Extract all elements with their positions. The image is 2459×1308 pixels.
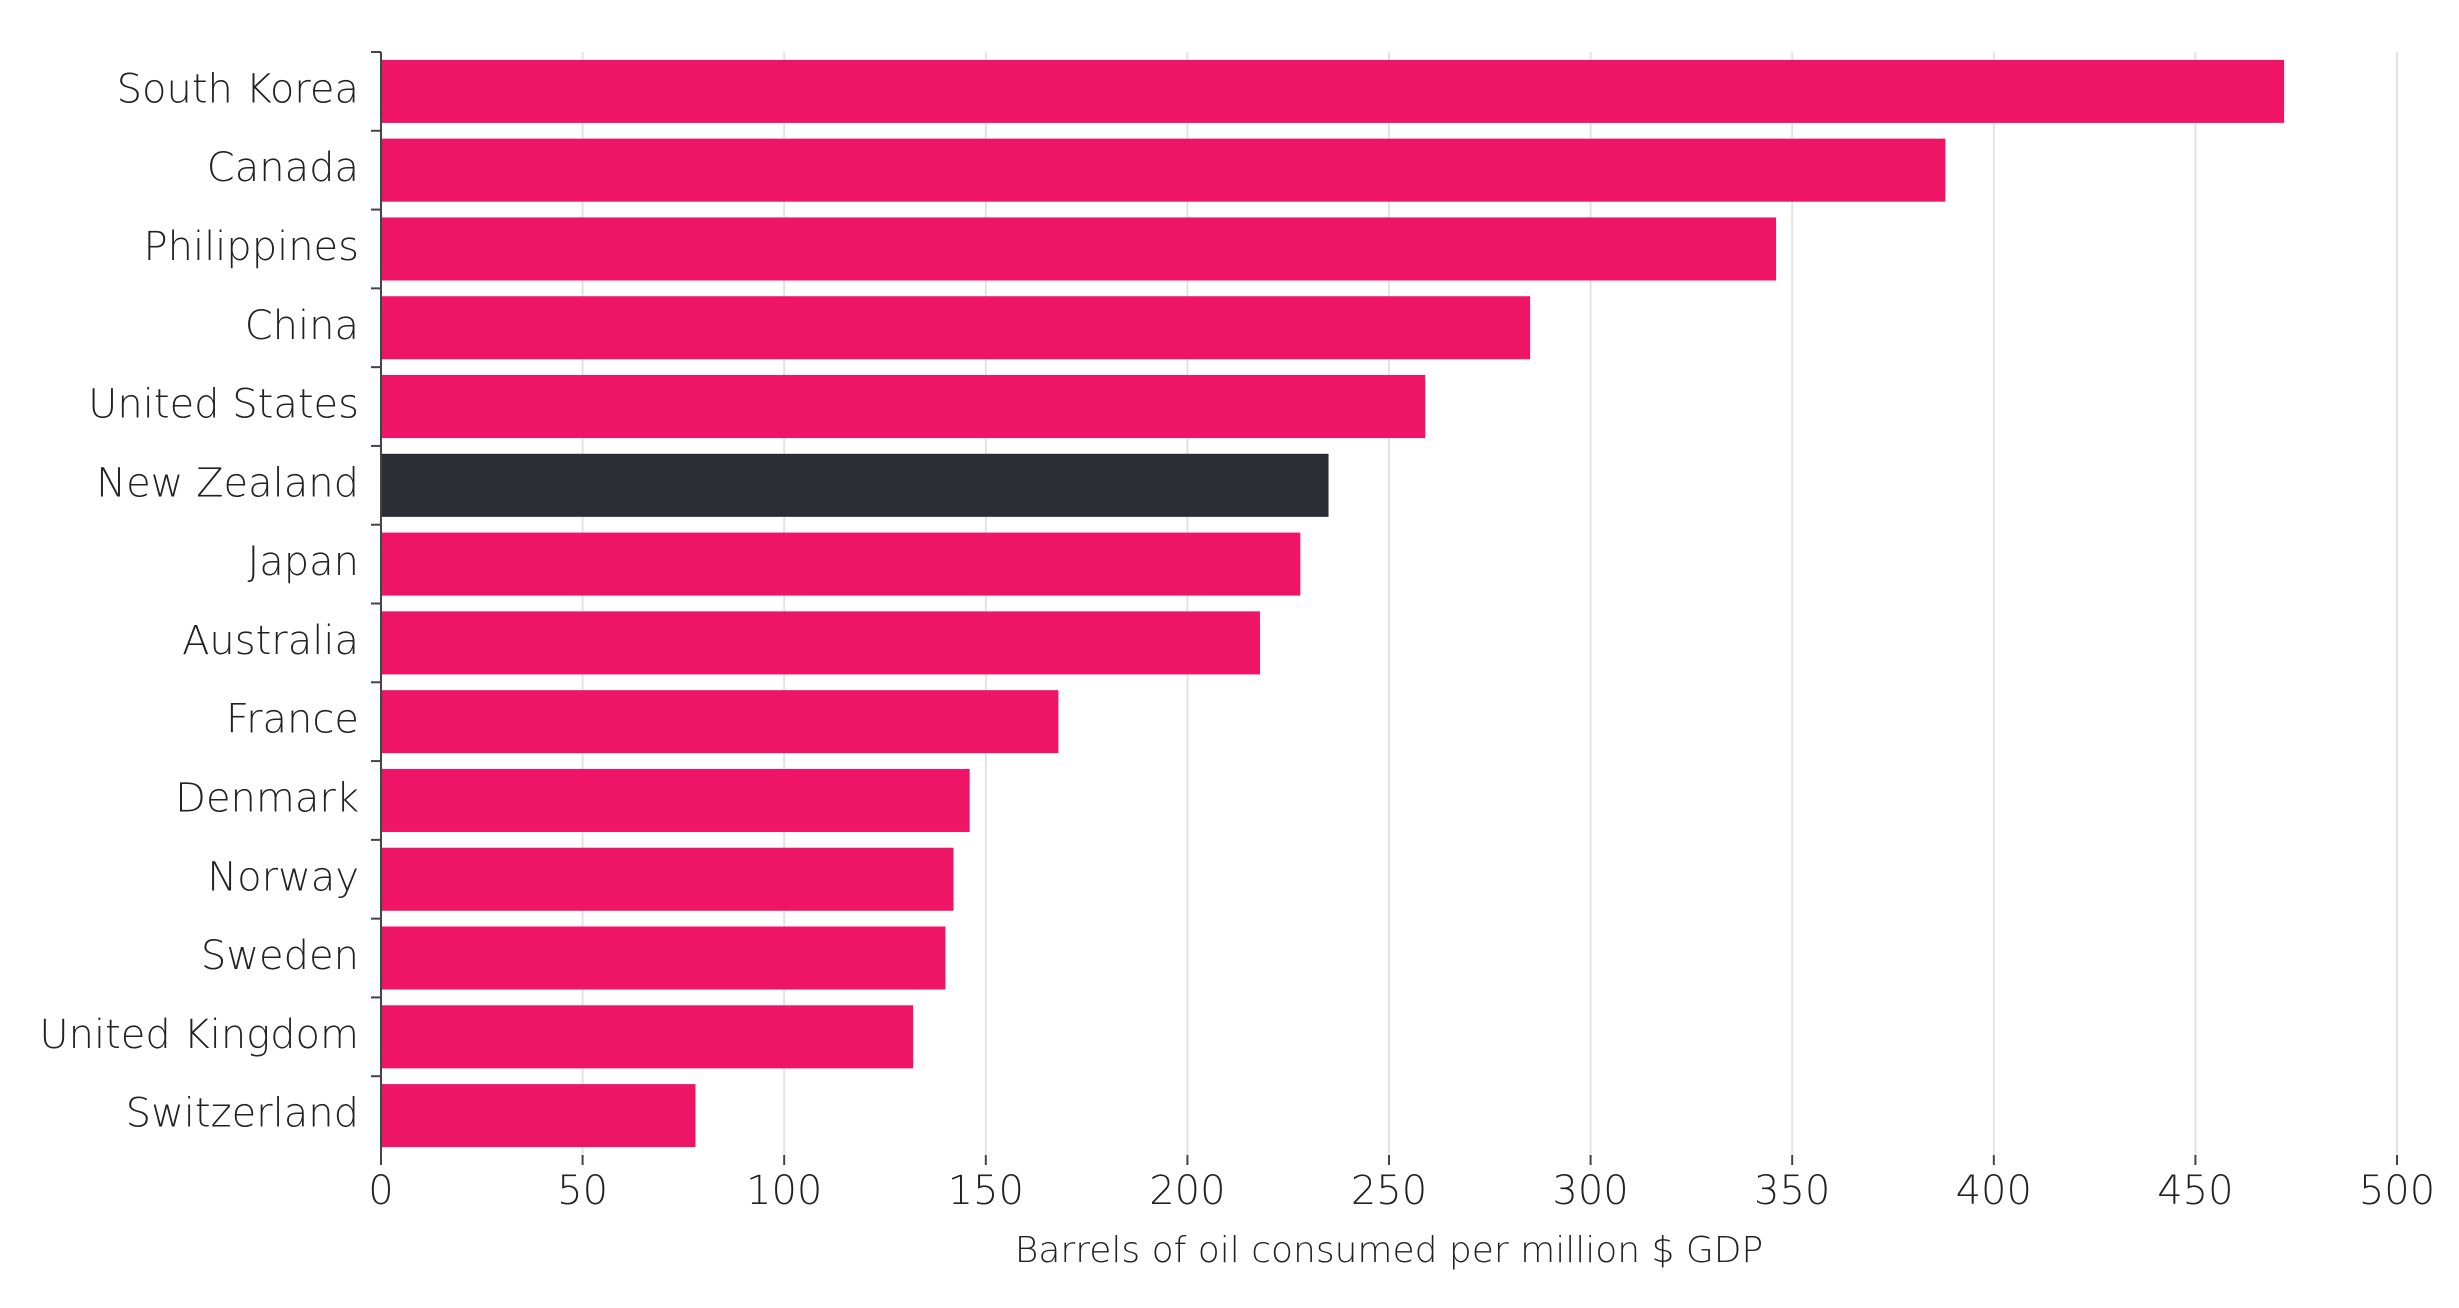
y-tick-label: Philippines xyxy=(143,224,359,270)
y-tick-label: China xyxy=(245,303,359,349)
x-tick-label: 0 xyxy=(368,1168,393,1214)
bar xyxy=(381,1005,914,1069)
bar xyxy=(381,611,1260,675)
bar xyxy=(381,926,946,990)
x-tick-label: 50 xyxy=(557,1168,608,1214)
bar xyxy=(381,768,970,832)
bar xyxy=(381,138,1946,202)
bar xyxy=(381,59,2285,123)
y-tick-label: United Kingdom xyxy=(39,1012,359,1058)
x-tick-label: 350 xyxy=(1754,1168,1830,1214)
bar xyxy=(381,453,1329,517)
x-tick-label: 500 xyxy=(2359,1168,2435,1214)
y-tick-label: United States xyxy=(88,382,359,428)
y-tick-label: South Korea xyxy=(117,66,359,112)
y-tick-label: Australia xyxy=(182,618,359,664)
x-tick-label: 450 xyxy=(2157,1168,2233,1214)
bar xyxy=(381,690,1059,754)
y-tick-label: Canada xyxy=(207,145,359,191)
bar xyxy=(381,375,1426,439)
bar xyxy=(381,217,1777,281)
x-tick-label: 250 xyxy=(1351,1168,1427,1214)
y-tick-label: Sweden xyxy=(201,933,359,979)
bar xyxy=(381,532,1301,596)
x-tick-label: 400 xyxy=(1956,1168,2032,1214)
x-tick-label: 150 xyxy=(948,1168,1024,1214)
bar xyxy=(381,1084,696,1148)
bar xyxy=(381,847,954,911)
y-tick-label: Norway xyxy=(207,854,359,900)
y-tick-label: Japan xyxy=(247,539,359,585)
y-tick-label: Denmark xyxy=(175,775,359,821)
x-tick-label: 100 xyxy=(746,1168,822,1214)
x-tick-label: 300 xyxy=(1552,1168,1628,1214)
bar xyxy=(381,296,1531,360)
y-tick-label: France xyxy=(226,697,359,743)
y-tick-label: Switzerland xyxy=(126,1091,359,1137)
x-axis-title: Barrels of oil consumed per million $ GD… xyxy=(1015,1230,1763,1271)
y-tick-label: New Zealand xyxy=(96,460,359,506)
x-tick-label: 200 xyxy=(1149,1168,1225,1214)
